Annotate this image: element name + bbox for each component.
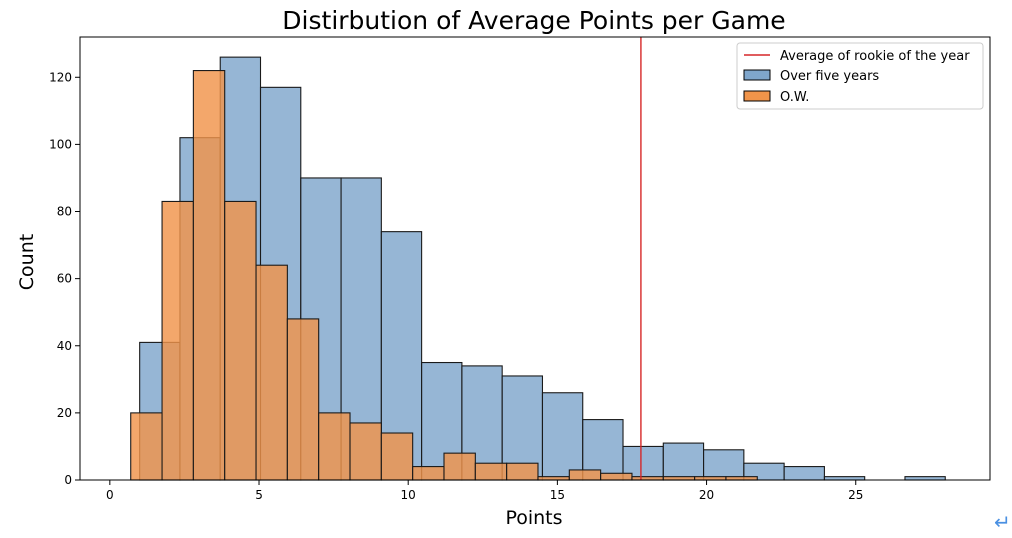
bar-o-w-2	[192, 70, 226, 481]
x-tick-label-20: 20	[699, 488, 714, 502]
bar-o-w-5	[286, 318, 320, 481]
bar-o-w-1	[161, 200, 194, 481]
bar-o-w-14	[568, 469, 602, 481]
y-tick-label-20: 20	[57, 406, 72, 420]
x-tick-label-10: 10	[401, 488, 416, 502]
bars-layer	[130, 56, 946, 481]
bar-over-five-years-17	[823, 476, 866, 481]
bar-o-w-0	[130, 412, 163, 481]
legend: Average of rookie of the year Over five …	[736, 42, 984, 110]
legend-label-ow: O.W.	[780, 90, 809, 105]
y-tick-label-40: 40	[57, 339, 72, 353]
bar-o-w-10	[443, 452, 476, 481]
bar-o-w-13	[537, 476, 570, 481]
y-tick-label-120: 120	[49, 70, 72, 84]
x-axis-label: Points	[505, 507, 562, 529]
legend-swatch-ow	[743, 90, 771, 102]
legend-label-over-five-years: Over five years	[780, 69, 879, 84]
y-tick-label-0: 0	[64, 473, 72, 487]
bar-over-five-years-10	[541, 392, 584, 481]
bar-o-w-15	[600, 472, 633, 481]
legend-swatch-over-five-years	[743, 69, 771, 81]
x-tick-label-0: 0	[106, 488, 114, 502]
bar-over-five-years-16	[783, 466, 825, 481]
chart-title: Distirbution of Average Points per Game	[282, 6, 785, 35]
bar-o-w-3	[224, 200, 257, 481]
x-axis-ticks: 0 5 10 15 20 25	[106, 480, 863, 502]
y-axis-label: Count	[16, 234, 38, 290]
bar-o-w-17	[662, 476, 696, 481]
bar-o-w-4	[255, 264, 288, 481]
bar-o-w-18	[694, 476, 727, 481]
bar-o-w-7	[349, 422, 382, 481]
plot-frame	[79, 36, 991, 481]
x-tick-label-5: 5	[255, 488, 263, 502]
y-tick-label-100: 100	[49, 137, 72, 151]
x-tick-label-25: 25	[848, 488, 863, 502]
bar-over-five-years-19	[904, 476, 946, 481]
legend-label-reference-line: Average of rookie of the year	[780, 49, 970, 64]
y-tick-label-60: 60	[57, 272, 72, 286]
bar-o-w-9	[412, 466, 445, 481]
legend-box	[736, 42, 984, 110]
return-arrow-icon: ↵	[994, 510, 1011, 534]
bar-o-w-16	[631, 476, 664, 481]
bar-o-w-11	[474, 462, 508, 481]
bar-o-w-6	[318, 412, 351, 481]
x-tick-label-15: 15	[550, 488, 565, 502]
bar-o-w-19	[725, 476, 758, 481]
bar-over-five-years-13	[662, 442, 705, 481]
bar-o-w-8	[380, 432, 414, 481]
bar-over-five-years-14	[703, 449, 745, 481]
y-tick-label-80: 80	[57, 205, 72, 219]
bar-o-w-12	[506, 462, 539, 481]
y-axis-ticks: 0 20 40 60 80 100 120	[49, 70, 80, 487]
bar-over-five-years-9	[501, 375, 544, 481]
